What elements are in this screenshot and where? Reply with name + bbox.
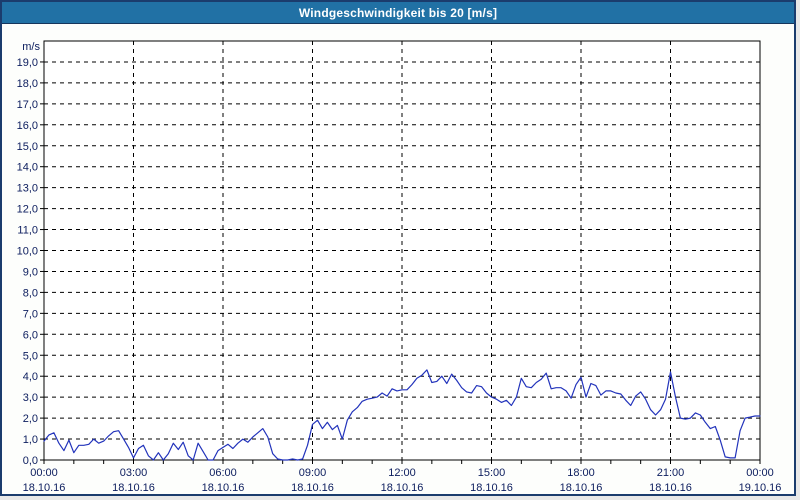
y-axis-tick-label: 5,0 [23,350,38,362]
x-axis-time-label: 15:00 [478,467,506,479]
y-axis-tick-label: 19,0 [17,57,38,69]
x-axis-date-label: 18.10.16 [470,482,513,494]
y-axis-unit-label: m/s [22,41,40,53]
x-axis-date-label: 18.10.16 [381,482,424,494]
x-axis-date-label: 18.10.16 [202,482,245,494]
x-axis-date-label: 19.10.16 [739,482,782,494]
x-axis-date-label: 18.10.16 [291,482,334,494]
y-axis-tick-label: 14,0 [17,162,38,174]
x-axis-time-label: 09:00 [299,467,327,479]
x-axis-date-label: 18.10.16 [649,482,692,494]
y-axis-tick-label: 4,0 [23,371,38,383]
x-axis-time-label: 00:00 [746,467,774,479]
y-axis-tick-label: 2,0 [23,413,38,425]
y-axis-tick-label: 15,0 [17,141,38,153]
y-axis-tick-label: 13,0 [17,183,38,195]
y-axis-tick-label: 8,0 [23,287,38,299]
x-axis-date-label: 18.10.16 [560,482,603,494]
chart-title: Windgeschwindigkeit bis 20 [m/s] [298,5,498,20]
x-axis-time-label: 00:00 [30,467,58,479]
x-axis-time-label: 18:00 [567,467,595,479]
series-line [43,369,761,461]
x-axis-time-label: 03:00 [120,467,148,479]
y-axis-tick-label: 1,0 [23,434,38,446]
y-axis-tick-label: 9,0 [23,266,38,278]
y-axis-tick-label: 0,0 [23,455,38,467]
y-axis-tick-label: 17,0 [17,99,38,111]
y-axis-tick-label: 7,0 [23,308,38,320]
x-axis-time-label: 21:00 [657,467,685,479]
x-axis-date-label: 18.10.16 [112,482,155,494]
x-axis-time-label: 06:00 [209,467,237,479]
x-axis-date-label: 18.10.16 [23,482,66,494]
x-axis-time-label: 12:00 [388,467,416,479]
title-bar: Windgeschwindigkeit bis 20 [m/s] [2,2,794,24]
y-axis-tick-label: 12,0 [17,204,38,216]
y-axis-tick-label: 3,0 [23,392,38,404]
y-axis-tick-label: 18,0 [17,78,38,90]
y-axis-tick-label: 10,0 [17,246,38,258]
y-axis-tick-label: 6,0 [23,329,38,341]
y-axis-tick-label: 16,0 [17,120,38,132]
y-axis-tick-label: 11,0 [17,225,38,237]
